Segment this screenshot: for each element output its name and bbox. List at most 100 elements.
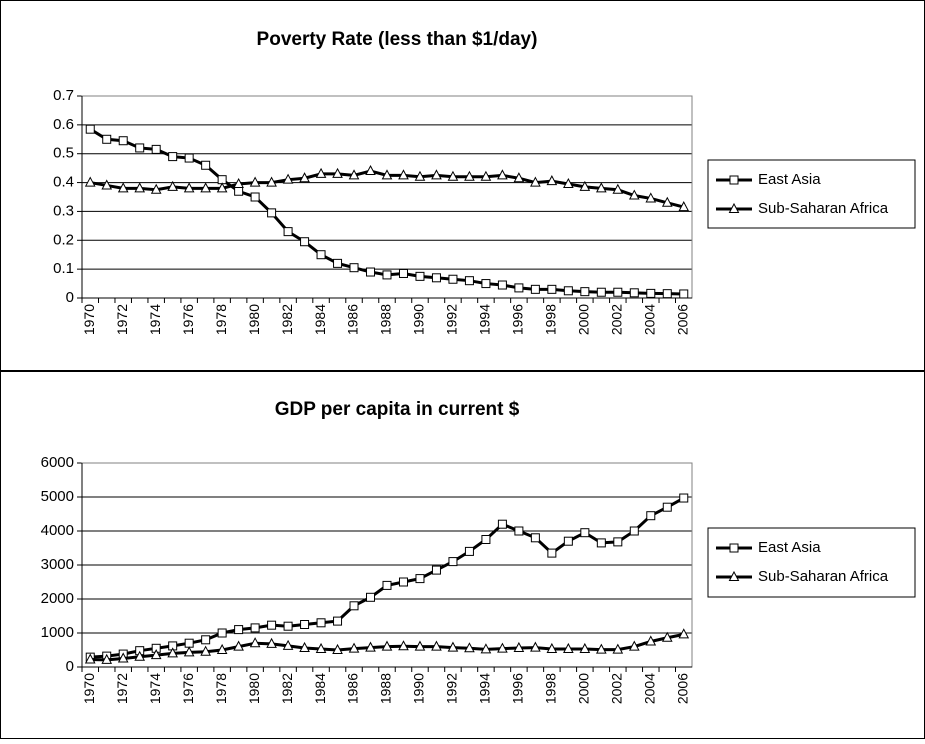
y-tick-label: 0.5	[53, 145, 74, 162]
marker	[728, 570, 740, 581]
marker	[595, 643, 607, 654]
x-tick-label: 1992	[444, 304, 460, 335]
y-tick-label: 6000	[41, 454, 74, 471]
y-tick-label: 0.4	[53, 174, 74, 191]
marker	[382, 580, 392, 590]
marker	[398, 577, 408, 587]
marker	[563, 286, 573, 296]
x-tick-label: 1986	[345, 673, 361, 704]
marker	[480, 643, 492, 654]
x-tick-label: 2006	[674, 304, 690, 335]
x-tick-label: 1988	[378, 673, 394, 704]
marker	[580, 528, 590, 538]
marker	[480, 170, 492, 181]
chart-title: Poverty Rate (less than $1/day)	[257, 29, 538, 50]
marker	[662, 502, 672, 512]
marker	[678, 628, 690, 639]
marker	[183, 646, 195, 657]
marker	[333, 616, 343, 626]
marker	[481, 279, 491, 289]
marker	[514, 283, 524, 293]
marker	[415, 574, 425, 584]
marker	[184, 638, 194, 648]
y-tick-label: 0.6	[53, 116, 74, 133]
marker	[431, 640, 442, 651]
marker	[282, 639, 294, 650]
marker	[332, 167, 343, 178]
marker	[315, 167, 327, 178]
x-tick-label: 1974	[147, 304, 163, 335]
marker	[645, 192, 657, 203]
marker	[613, 287, 623, 297]
marker	[216, 182, 228, 193]
marker	[366, 592, 376, 602]
marker	[118, 136, 128, 146]
marker	[85, 124, 95, 134]
marker	[300, 620, 310, 629]
marker	[612, 643, 624, 654]
marker	[332, 643, 343, 654]
x-tick-label: 1976	[180, 304, 196, 335]
x-tick-label: 1986	[345, 304, 361, 335]
y-tick-label: 2000	[41, 590, 74, 607]
marker	[366, 267, 376, 277]
marker	[628, 189, 640, 200]
marker	[596, 287, 606, 297]
marker	[282, 173, 294, 184]
marker	[514, 526, 524, 536]
marker	[201, 160, 211, 170]
marker	[497, 280, 507, 290]
marker	[315, 642, 327, 653]
x-tick-label: 1970	[81, 304, 97, 335]
marker	[596, 538, 606, 548]
x-tick-label: 1998	[543, 304, 559, 335]
x-tick-label: 1980	[246, 673, 262, 704]
marker	[530, 284, 540, 294]
marker	[580, 287, 590, 297]
x-tick-label: 1976	[180, 673, 196, 704]
marker	[365, 164, 376, 176]
marker	[101, 179, 113, 190]
marker	[183, 182, 195, 193]
y-tick-label: 5000	[41, 488, 74, 505]
marker	[266, 176, 277, 187]
marker	[679, 289, 689, 299]
marker	[497, 642, 508, 653]
x-tick-label: 1972	[114, 673, 130, 704]
x-tick-label: 1994	[477, 304, 493, 335]
y-tick-label: 0	[66, 658, 74, 675]
legend	[707, 527, 916, 598]
marker	[728, 202, 740, 213]
marker	[547, 548, 557, 558]
x-tick-label: 1990	[411, 304, 427, 335]
marker	[84, 176, 96, 187]
marker	[613, 537, 623, 547]
marker	[300, 237, 310, 247]
legend-label: East Asia	[758, 171, 821, 188]
marker	[233, 640, 244, 651]
marker	[333, 258, 343, 268]
marker	[365, 641, 376, 652]
y-tick-label: 0.1	[53, 260, 74, 277]
marker	[563, 536, 573, 546]
marker	[135, 143, 145, 153]
marker	[546, 642, 558, 653]
marker	[629, 288, 639, 298]
marker	[464, 170, 475, 181]
x-tick-label: 2002	[609, 673, 625, 704]
marker	[250, 623, 260, 633]
marker	[729, 175, 739, 185]
x-tick-label: 1982	[279, 304, 295, 335]
marker	[250, 192, 260, 202]
marker	[150, 183, 162, 194]
marker	[201, 635, 211, 645]
marker	[134, 182, 146, 193]
legend-label: Sub-Saharan Africa	[758, 568, 889, 585]
marker	[348, 642, 360, 653]
marker	[217, 628, 227, 638]
y-tick-label: 0.3	[53, 202, 74, 219]
x-tick-label: 1984	[312, 304, 328, 335]
marker	[234, 625, 244, 635]
x-tick-label: 1994	[477, 673, 493, 704]
